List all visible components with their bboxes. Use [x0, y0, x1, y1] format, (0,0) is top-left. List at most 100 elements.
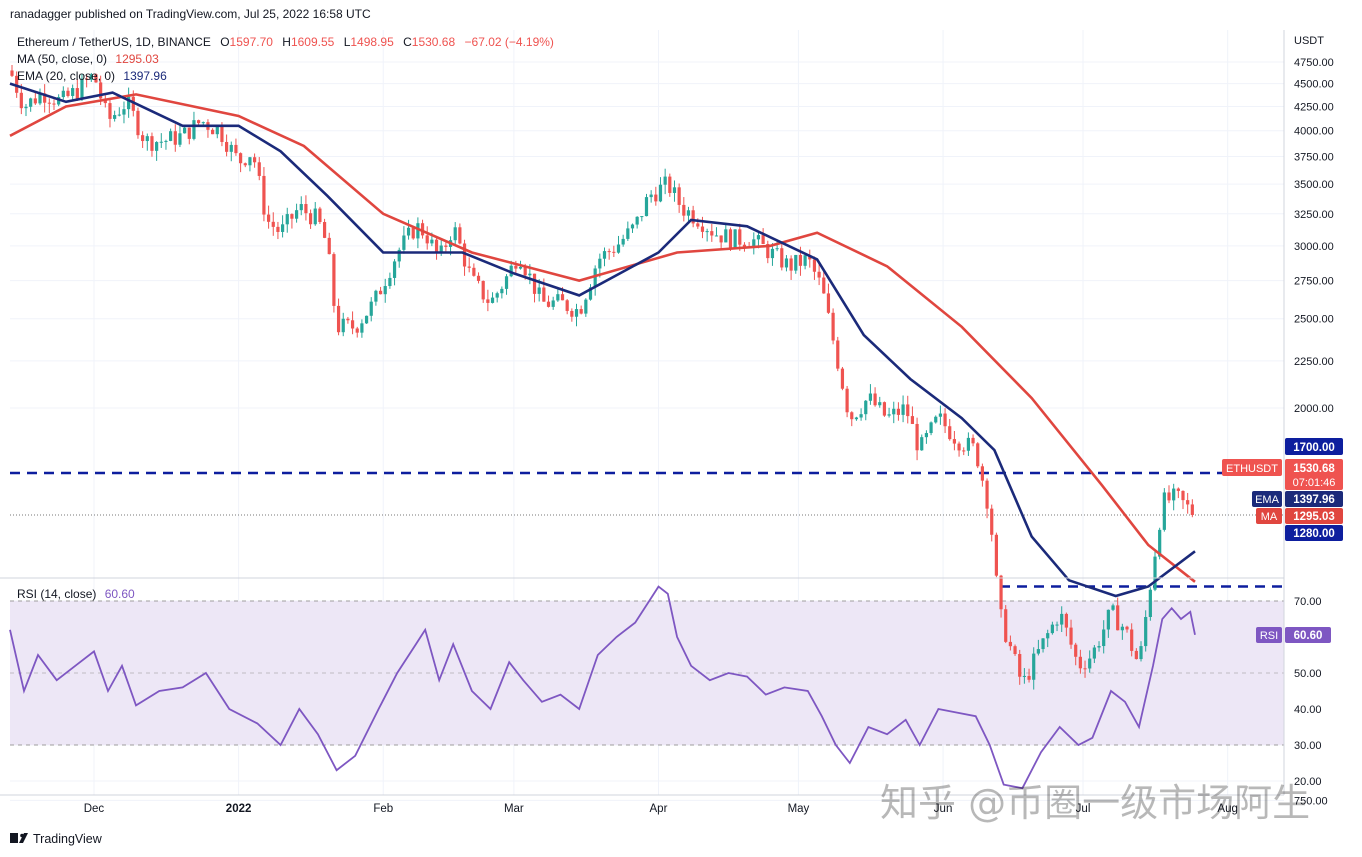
- candle-body: [136, 110, 140, 136]
- time-tick-label: Jun: [934, 803, 953, 815]
- candle-body: [556, 294, 560, 301]
- candle-body: [602, 251, 607, 259]
- candle-body: [378, 290, 383, 295]
- price-tick-label: 4250.00: [1294, 101, 1334, 113]
- candle-body: [766, 243, 770, 259]
- candle-body: [490, 297, 495, 303]
- candle-body: [1134, 650, 1138, 660]
- resistance-badge-value: 1700.00: [1293, 442, 1335, 454]
- candle-body: [350, 320, 355, 329]
- candle-body: [225, 141, 229, 152]
- legend-ema-value: 1397.96: [123, 69, 167, 83]
- candle-body: [588, 287, 593, 300]
- rsi-badge-label: RSI: [1260, 630, 1278, 642]
- candle-body: [1013, 646, 1017, 655]
- published-caption: ranadagger published on TradingView.com,…: [10, 7, 371, 21]
- candle-body: [528, 273, 532, 276]
- candle-body: [220, 126, 224, 142]
- candle-body: [798, 254, 803, 266]
- candle-body: [1158, 529, 1162, 557]
- support-badge: 1280.00: [1285, 525, 1343, 541]
- candle-body: [1102, 629, 1106, 647]
- rsi-tick-label: 30.00: [1294, 740, 1322, 752]
- candle-body: [1172, 488, 1176, 501]
- currency-label: USDT: [1294, 35, 1324, 47]
- candle-body: [616, 244, 621, 253]
- candle-body: [850, 412, 854, 420]
- candle-body: [285, 214, 289, 225]
- candle-body: [416, 223, 420, 239]
- candle-body: [668, 176, 672, 193]
- legend-low-label: L: [344, 35, 351, 49]
- candle-body: [392, 261, 397, 278]
- candle-body: [397, 249, 401, 262]
- candle-body: [710, 231, 714, 236]
- candle-body: [481, 280, 485, 300]
- candle-body: [1186, 500, 1190, 505]
- last-price-badge: 1530.68 07:01:46: [1285, 459, 1343, 490]
- candle-body: [108, 103, 112, 119]
- candle-body: [915, 423, 919, 451]
- candle-body: [929, 422, 933, 434]
- candle-body: [551, 300, 555, 307]
- ema-badge-value: 1397.96: [1293, 494, 1335, 506]
- candle-body: [794, 254, 798, 271]
- candle-body: [243, 163, 247, 166]
- candle-body: [663, 176, 667, 185]
- candle-body: [1176, 488, 1180, 491]
- candle-body: [943, 413, 947, 427]
- candle-body: [542, 287, 546, 302]
- candle-body: [756, 235, 761, 240]
- price-tick-label: 4500.00: [1294, 79, 1334, 91]
- candle-body: [434, 239, 439, 253]
- candle-body: [43, 93, 47, 103]
- candle-body: [864, 400, 868, 415]
- candle-body: [948, 426, 952, 440]
- price-tick-label: 4000.00: [1294, 126, 1334, 138]
- candle-body: [504, 276, 509, 289]
- candle-body: [840, 368, 845, 389]
- candle-body: [355, 328, 359, 333]
- candle-body: [957, 443, 961, 451]
- candle-body: [1041, 638, 1045, 650]
- candle-body: [89, 74, 93, 80]
- candle-body: [336, 305, 341, 333]
- candle-body: [784, 258, 789, 268]
- candle-body: [733, 229, 737, 249]
- time-tick-label: 2022: [226, 803, 252, 815]
- candle-body: [1069, 627, 1073, 645]
- candle-body: [1008, 641, 1012, 647]
- candle-body: [420, 223, 425, 236]
- candle-body: [630, 224, 635, 229]
- time-tick-label: Apr: [650, 803, 668, 815]
- legend-rsi-label: RSI (14, close): [17, 587, 96, 601]
- candle-body: [257, 162, 261, 176]
- ma-badge: MA 1295.03: [1256, 508, 1343, 524]
- rsi-tick-label: 20.00: [1294, 776, 1322, 788]
- time-axis[interactable]: Dec 2022 Feb Mar Apr May Jun Jul Aug: [84, 803, 1238, 815]
- candle-body: [752, 239, 756, 248]
- rsi-axis[interactable]: 70.00 50.00 40.00 30.00 20.00: [1294, 596, 1322, 788]
- candle-body: [332, 254, 336, 306]
- candle-body: [476, 275, 481, 281]
- candle-body: [896, 408, 901, 415]
- candle-body: [1148, 589, 1152, 618]
- candle-body: [169, 131, 173, 141]
- candle-body: [677, 187, 681, 205]
- candle-body: [822, 277, 826, 294]
- candle-body: [346, 318, 350, 321]
- candle-body: [94, 74, 98, 83]
- candle-body: [934, 416, 938, 423]
- candle-body: [122, 109, 126, 115]
- candle-body: [1153, 556, 1157, 590]
- price-axis[interactable]: 4750.00 4500.00 4250.00 4000.00 3750.00 3500.…: [1294, 57, 1334, 807]
- legend-ma-value: 1295.03: [115, 52, 159, 66]
- candle-body: [836, 340, 840, 369]
- candle-body: [971, 437, 975, 444]
- legend-high-label: H: [282, 35, 291, 49]
- price-tick-label: 2250.00: [1294, 356, 1334, 368]
- tradingview-logo[interactable]: TradingView: [10, 832, 103, 846]
- price-tick-label: 4750.00: [1294, 57, 1334, 69]
- candle-body: [145, 136, 149, 142]
- ma-badge-label: MA: [1261, 511, 1278, 523]
